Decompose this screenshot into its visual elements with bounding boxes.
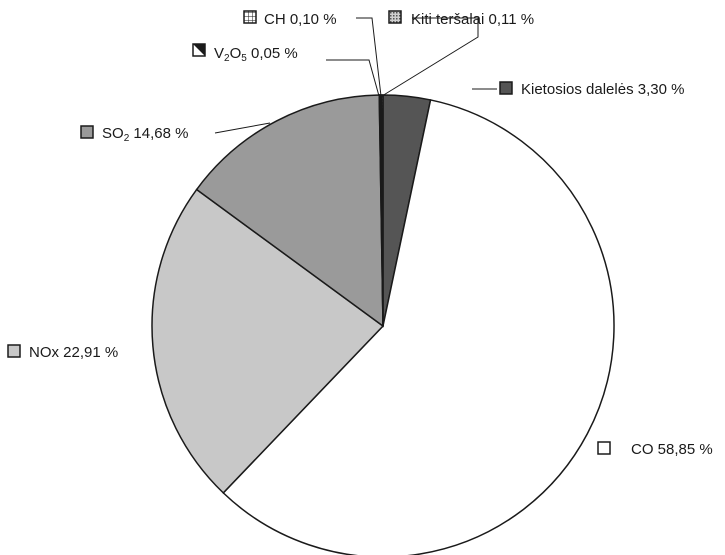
slice-nox <box>151 188 385 494</box>
leader-line-v2o5 <box>326 59 380 97</box>
label-co: CO 58,85 % <box>631 441 713 458</box>
leader-line-ch <box>356 17 382 97</box>
slice-so2 <box>195 94 384 328</box>
label-kietosios-daleles: Kietosios dalelės 3,30 % <box>521 81 684 98</box>
leader-lines <box>214 17 497 134</box>
label-so2: SO2 14,68 % <box>102 125 188 144</box>
swatch-so2 <box>80 125 94 139</box>
label-v2o5: V2O5 0,05 % <box>214 45 298 64</box>
swatch-ch <box>243 10 257 24</box>
swatch-v2o5 <box>192 43 206 57</box>
leader-line-so2 <box>214 122 271 134</box>
swatch-kietosios-daleles <box>499 81 513 95</box>
pie-slices <box>151 94 615 555</box>
leader-line-kiti-tersalai <box>381 17 479 97</box>
label-nox: NOx 22,91 % <box>29 344 118 361</box>
slice-co <box>222 99 615 555</box>
swatch-nox <box>7 344 21 358</box>
swatch-kiti-tersalai <box>388 10 402 24</box>
label-ch: CH 0,10 % <box>264 11 337 28</box>
label-kiti-tersalai: Kiti teršalai 0,11 % <box>411 11 534 28</box>
slice-labels: Kietosios dalelės 3,30 % CO 58,85 % NOx 22… <box>7 10 713 458</box>
swatch-co <box>597 441 611 455</box>
